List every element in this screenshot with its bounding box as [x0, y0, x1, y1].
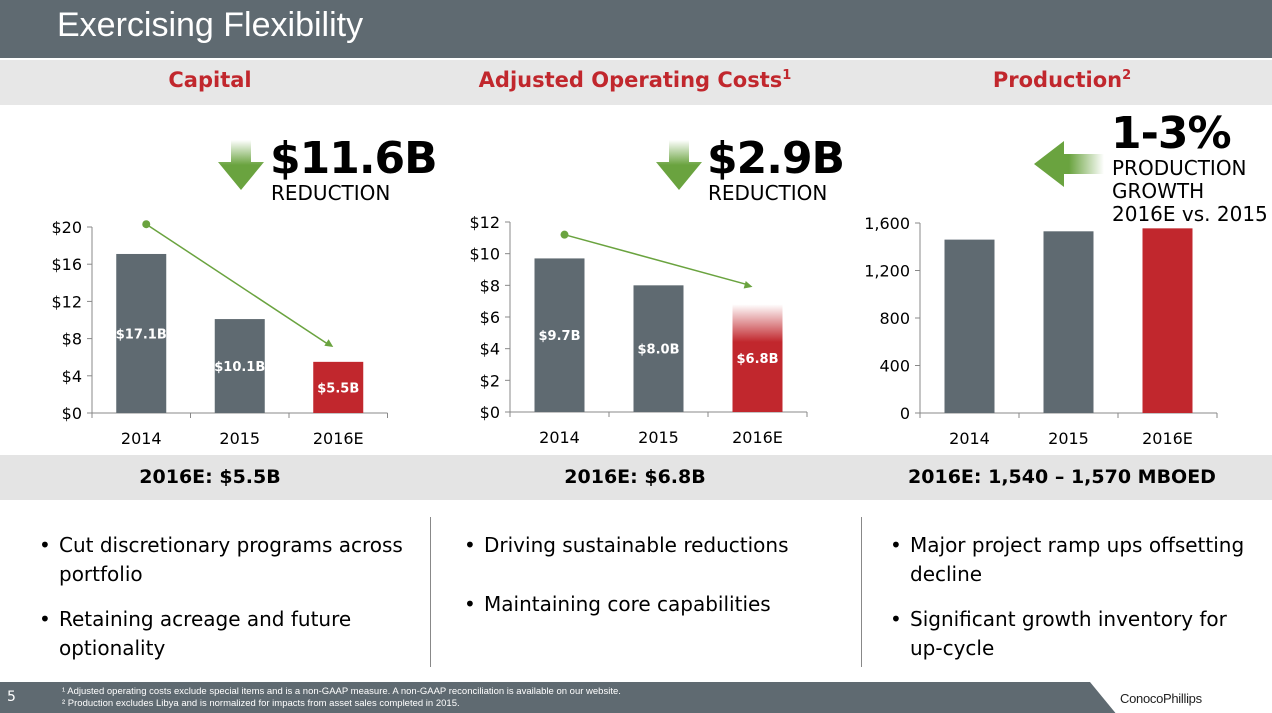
left-arrow-icon — [1034, 141, 1104, 187]
capital-summary: 2016E: $5.5B — [139, 466, 281, 488]
logo-area — [1090, 682, 1272, 713]
bar-2016E — [732, 304, 783, 412]
section-header-band — [0, 60, 1272, 105]
y-tick-label: $8 — [62, 330, 82, 349]
opex-chart: $0 $2 $4 $6 $8 $10 $12 2014 $9.7B 2015 $8.0B 2016E $… — [469, 213, 808, 447]
data-label: $8.0B — [638, 343, 680, 358]
y-tick-label: $0 — [480, 403, 500, 422]
column-divider — [430, 517, 431, 667]
opex-headline: $2.9B — [707, 133, 845, 184]
bar-2016E — [313, 361, 364, 413]
bullet-item: Retaining acreage and future optionality — [39, 605, 419, 663]
trend-arrowhead-icon — [324, 339, 334, 347]
y-tick-label: $6 — [480, 308, 500, 327]
y-tick-label: 400 — [879, 357, 910, 376]
section-title-text: Capital — [168, 68, 252, 92]
section-title-production: Production2 — [852, 68, 1272, 92]
data-label: $17.1B — [116, 327, 167, 342]
bar-2014 — [116, 253, 167, 413]
y-tick-label: 0 — [900, 404, 910, 423]
bar-2015 — [633, 285, 684, 412]
x-tick-label: 2016E — [1142, 429, 1193, 448]
capital-chart: $0 $4 $8 $12 $16 $20 2014 $17.1B 2015 $10.1B 2016E… — [51, 218, 388, 448]
bar-2014 — [944, 239, 995, 413]
y-tick-label: $10 — [469, 245, 500, 264]
bullet-item: Cut discretionary programs across portfo… — [39, 531, 419, 589]
section-title-capital: Capital — [0, 68, 420, 92]
x-tick-label: 2014 — [949, 429, 990, 448]
production-summary: 2016E: 1,540 – 1,570 MBOED — [908, 466, 1216, 488]
down-arrow-icon — [656, 140, 702, 190]
x-tick-label: 2016E — [732, 428, 783, 447]
trend-arrowhead-icon — [743, 280, 753, 289]
bar-2015 — [214, 319, 265, 413]
trend-start-dot — [560, 230, 569, 239]
opex-headline-sub: REDUCTION — [708, 181, 828, 205]
data-label: $5.5B — [317, 381, 359, 396]
section-title-text: Production — [992, 68, 1123, 92]
footnote-1: ¹ Adjusted operating costs exclude speci… — [62, 686, 621, 697]
trend-start-dot — [142, 220, 151, 229]
column-divider — [861, 517, 862, 667]
y-tick-label: $12 — [469, 213, 500, 232]
x-tick-label: 2014 — [539, 428, 580, 447]
footnote-marker: 1 — [782, 68, 792, 83]
data-label: $10.1B — [214, 360, 265, 375]
y-tick-label: 1,200 — [864, 262, 910, 281]
x-tick-label: 2015 — [1048, 429, 1089, 448]
opex-summary: 2016E: $6.8B — [564, 466, 706, 488]
y-tick-label: $4 — [62, 367, 82, 386]
bullet-item: Maintaining core capabilities — [464, 590, 844, 619]
page-title: Exercising Flexibility — [57, 6, 364, 44]
summary-band — [0, 455, 1272, 500]
y-tick-label: 800 — [879, 309, 910, 328]
footer-bar — [0, 682, 1272, 713]
production-headline-sub: PRODUCTION GROWTH 2016E vs. 2015 — [1112, 157, 1268, 226]
header-bar — [0, 0, 1272, 58]
trend-arrow-line — [564, 233, 749, 286]
x-tick-label: 2014 — [121, 429, 162, 448]
y-tick-label: $8 — [480, 276, 500, 295]
capital-headline-sub: REDUCTION — [271, 181, 391, 205]
y-tick-label: $16 — [51, 255, 82, 274]
y-tick-label: $12 — [51, 292, 82, 311]
y-tick-label: $20 — [51, 218, 82, 237]
production-bullets: Major project ramp ups offsetting declin… — [890, 531, 1260, 679]
trend-arrow-line — [145, 223, 330, 346]
capital-bullets: Cut discretionary programs across portfo… — [39, 531, 419, 679]
data-label: $6.8B — [737, 352, 779, 367]
y-tick-label: 1,600 — [864, 214, 910, 233]
headline-line: GROWTH — [1112, 179, 1205, 203]
production-headline: 1-3% — [1111, 108, 1232, 159]
footnote-2: ² Production excludes Libya and is norma… — [62, 698, 460, 709]
down-arrow-icon — [218, 140, 264, 190]
y-tick-label: $4 — [480, 340, 500, 359]
y-tick-label: $0 — [62, 404, 82, 423]
data-label: $9.7B — [539, 329, 581, 344]
bar-2016E — [1142, 228, 1193, 413]
bullet-item: Major project ramp ups offsetting declin… — [890, 531, 1260, 589]
section-title-text: Adjusted Operating Costs — [478, 68, 783, 92]
headline-line: PRODUCTION — [1112, 156, 1247, 180]
bar-2015 — [1043, 231, 1094, 413]
x-tick-label: 2015 — [219, 429, 260, 448]
opex-bullets: Driving sustainable reductions Maintaini… — [464, 531, 844, 635]
x-tick-label: 2016E — [313, 429, 364, 448]
headline-line: 2016E vs. 2015 — [1112, 202, 1268, 226]
company-logo: ConocoPhillips — [1120, 691, 1202, 706]
bullet-item: Significant growth inventory for up-cycl… — [890, 605, 1260, 663]
capital-headline: $11.6B — [270, 133, 438, 184]
section-title-opex: Adjusted Operating Costs1 — [425, 68, 845, 92]
y-tick-label: $2 — [480, 371, 500, 390]
footnote-marker: 2 — [1122, 68, 1132, 83]
bar-2014 — [534, 258, 585, 412]
page-number: 5 — [7, 689, 16, 705]
production-chart: 0 400 800 1,200 1,600 2014 2015 2016E — [864, 214, 1218, 448]
bullet-item: Driving sustainable reductions — [464, 531, 844, 560]
x-tick-label: 2015 — [638, 428, 679, 447]
